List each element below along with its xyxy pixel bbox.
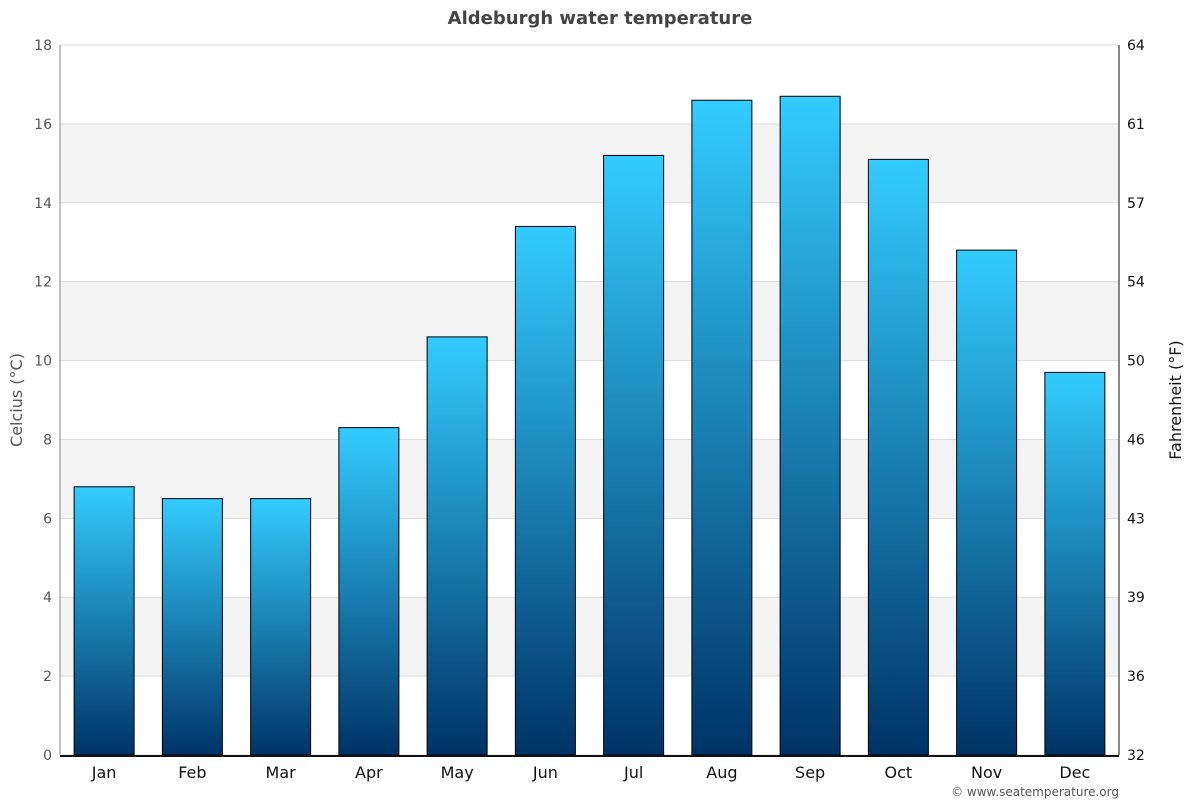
bar-nov [956,249,1018,756]
x-tick-label: Jan [91,763,117,782]
x-tick-label: Feb [178,763,206,782]
y-tick-label: 6 [43,511,52,527]
y-tick-label: 16 [34,117,52,133]
y-tick-label: 8 [43,432,52,448]
y-tick-label: 0 [43,748,52,764]
y2-tick-label: 46 [1127,432,1145,448]
bar-may [426,336,488,756]
y2-tick-label: 50 [1127,354,1145,370]
y-tick-label: 12 [34,275,52,291]
x-tick-label: Mar [266,763,297,782]
bar-jun [514,225,576,756]
bar-oct [867,158,929,756]
y2-tick-label: 43 [1127,511,1145,527]
bar-dec [1044,371,1106,756]
x-tick-label: Dec [1059,763,1090,782]
bar-mar [250,498,312,756]
x-tick-label: May [441,763,474,782]
y2-tick-label: 54 [1127,275,1145,291]
y2-tick-label: 39 [1127,590,1145,606]
chart-title: Aldeburgh water temperature [448,8,753,29]
y-tick-label: 14 [34,196,52,212]
grid-band [60,597,1119,677]
grid-band [60,281,1119,361]
y2-tick-label: 61 [1127,117,1145,133]
x-tick-label: Jun [532,763,558,782]
bar-apr [338,427,400,756]
x-tick-label: Oct [885,763,913,782]
credit: © www.seatemperature.org [951,785,1119,799]
y2-tick-label: 36 [1127,669,1145,685]
bar-jul [603,154,665,756]
y2-tick-label: 32 [1127,748,1145,764]
grid-band [60,123,1119,203]
bar-feb [161,498,223,756]
x-tick-label: Sep [795,763,825,782]
grid-band [60,439,1119,519]
x-tick-label: Nov [971,763,1002,782]
y2-tick-label: 57 [1127,196,1145,212]
y-axis-label: Celcius (°C) [7,353,26,447]
x-tick-label: Aug [706,763,737,782]
y-tick-label: 10 [34,354,52,370]
y-tick-label: 18 [34,38,52,54]
x-tick-label: Apr [355,763,383,782]
y-tick-label: 2 [43,669,52,685]
y2-tick-label: 64 [1127,38,1145,54]
y-tick-label: 4 [43,590,52,606]
bar-jan [73,486,135,756]
y2-axis-label: Fahrenheit (°F) [1166,340,1185,459]
bar-aug [691,99,753,756]
bar-sep [779,95,841,756]
x-tick-label: Jul [623,763,643,782]
